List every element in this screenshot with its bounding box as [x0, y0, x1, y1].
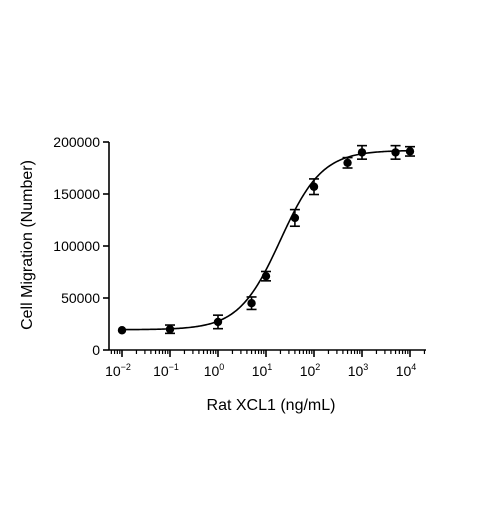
x-tick-label: 10−2: [105, 362, 131, 379]
x-tick-label: 102: [300, 362, 321, 379]
y-tick-label: 0: [92, 342, 100, 358]
data-point: [309, 182, 319, 191]
x-axis-label: Rat XCL1 (ng/mL): [207, 397, 336, 414]
data-point: [117, 326, 127, 335]
data-point: [213, 317, 223, 327]
y-tick-label: 50000: [61, 290, 100, 306]
data-point: [391, 148, 400, 157]
data-point: [343, 158, 352, 167]
x-tick-label: 103: [348, 362, 369, 379]
x-tick-label: 104: [396, 362, 417, 379]
y-tick-label: 100000: [53, 238, 100, 254]
y-tick-label: 150000: [53, 186, 100, 202]
x-tick-label: 100: [204, 362, 225, 379]
data-point: [290, 213, 300, 223]
data-point: [247, 299, 256, 308]
fit-curve: [122, 149, 411, 331]
fit-curve-layer: [122, 149, 411, 331]
x-tick-label: 10−1: [153, 362, 179, 379]
data-point: [357, 148, 367, 157]
axes: 0 50000 100000 150000 200000 10−2 10−1 100 101 10…: [53, 134, 426, 379]
x-tick-label: 101: [252, 362, 273, 379]
data-point: [261, 271, 271, 281]
y-axis-label: Cell Migration (Number): [19, 160, 36, 330]
data-point: [405, 147, 415, 156]
y-tick-label: 200000: [53, 134, 100, 150]
data-points-layer: [117, 144, 415, 335]
data-point: [165, 325, 175, 334]
